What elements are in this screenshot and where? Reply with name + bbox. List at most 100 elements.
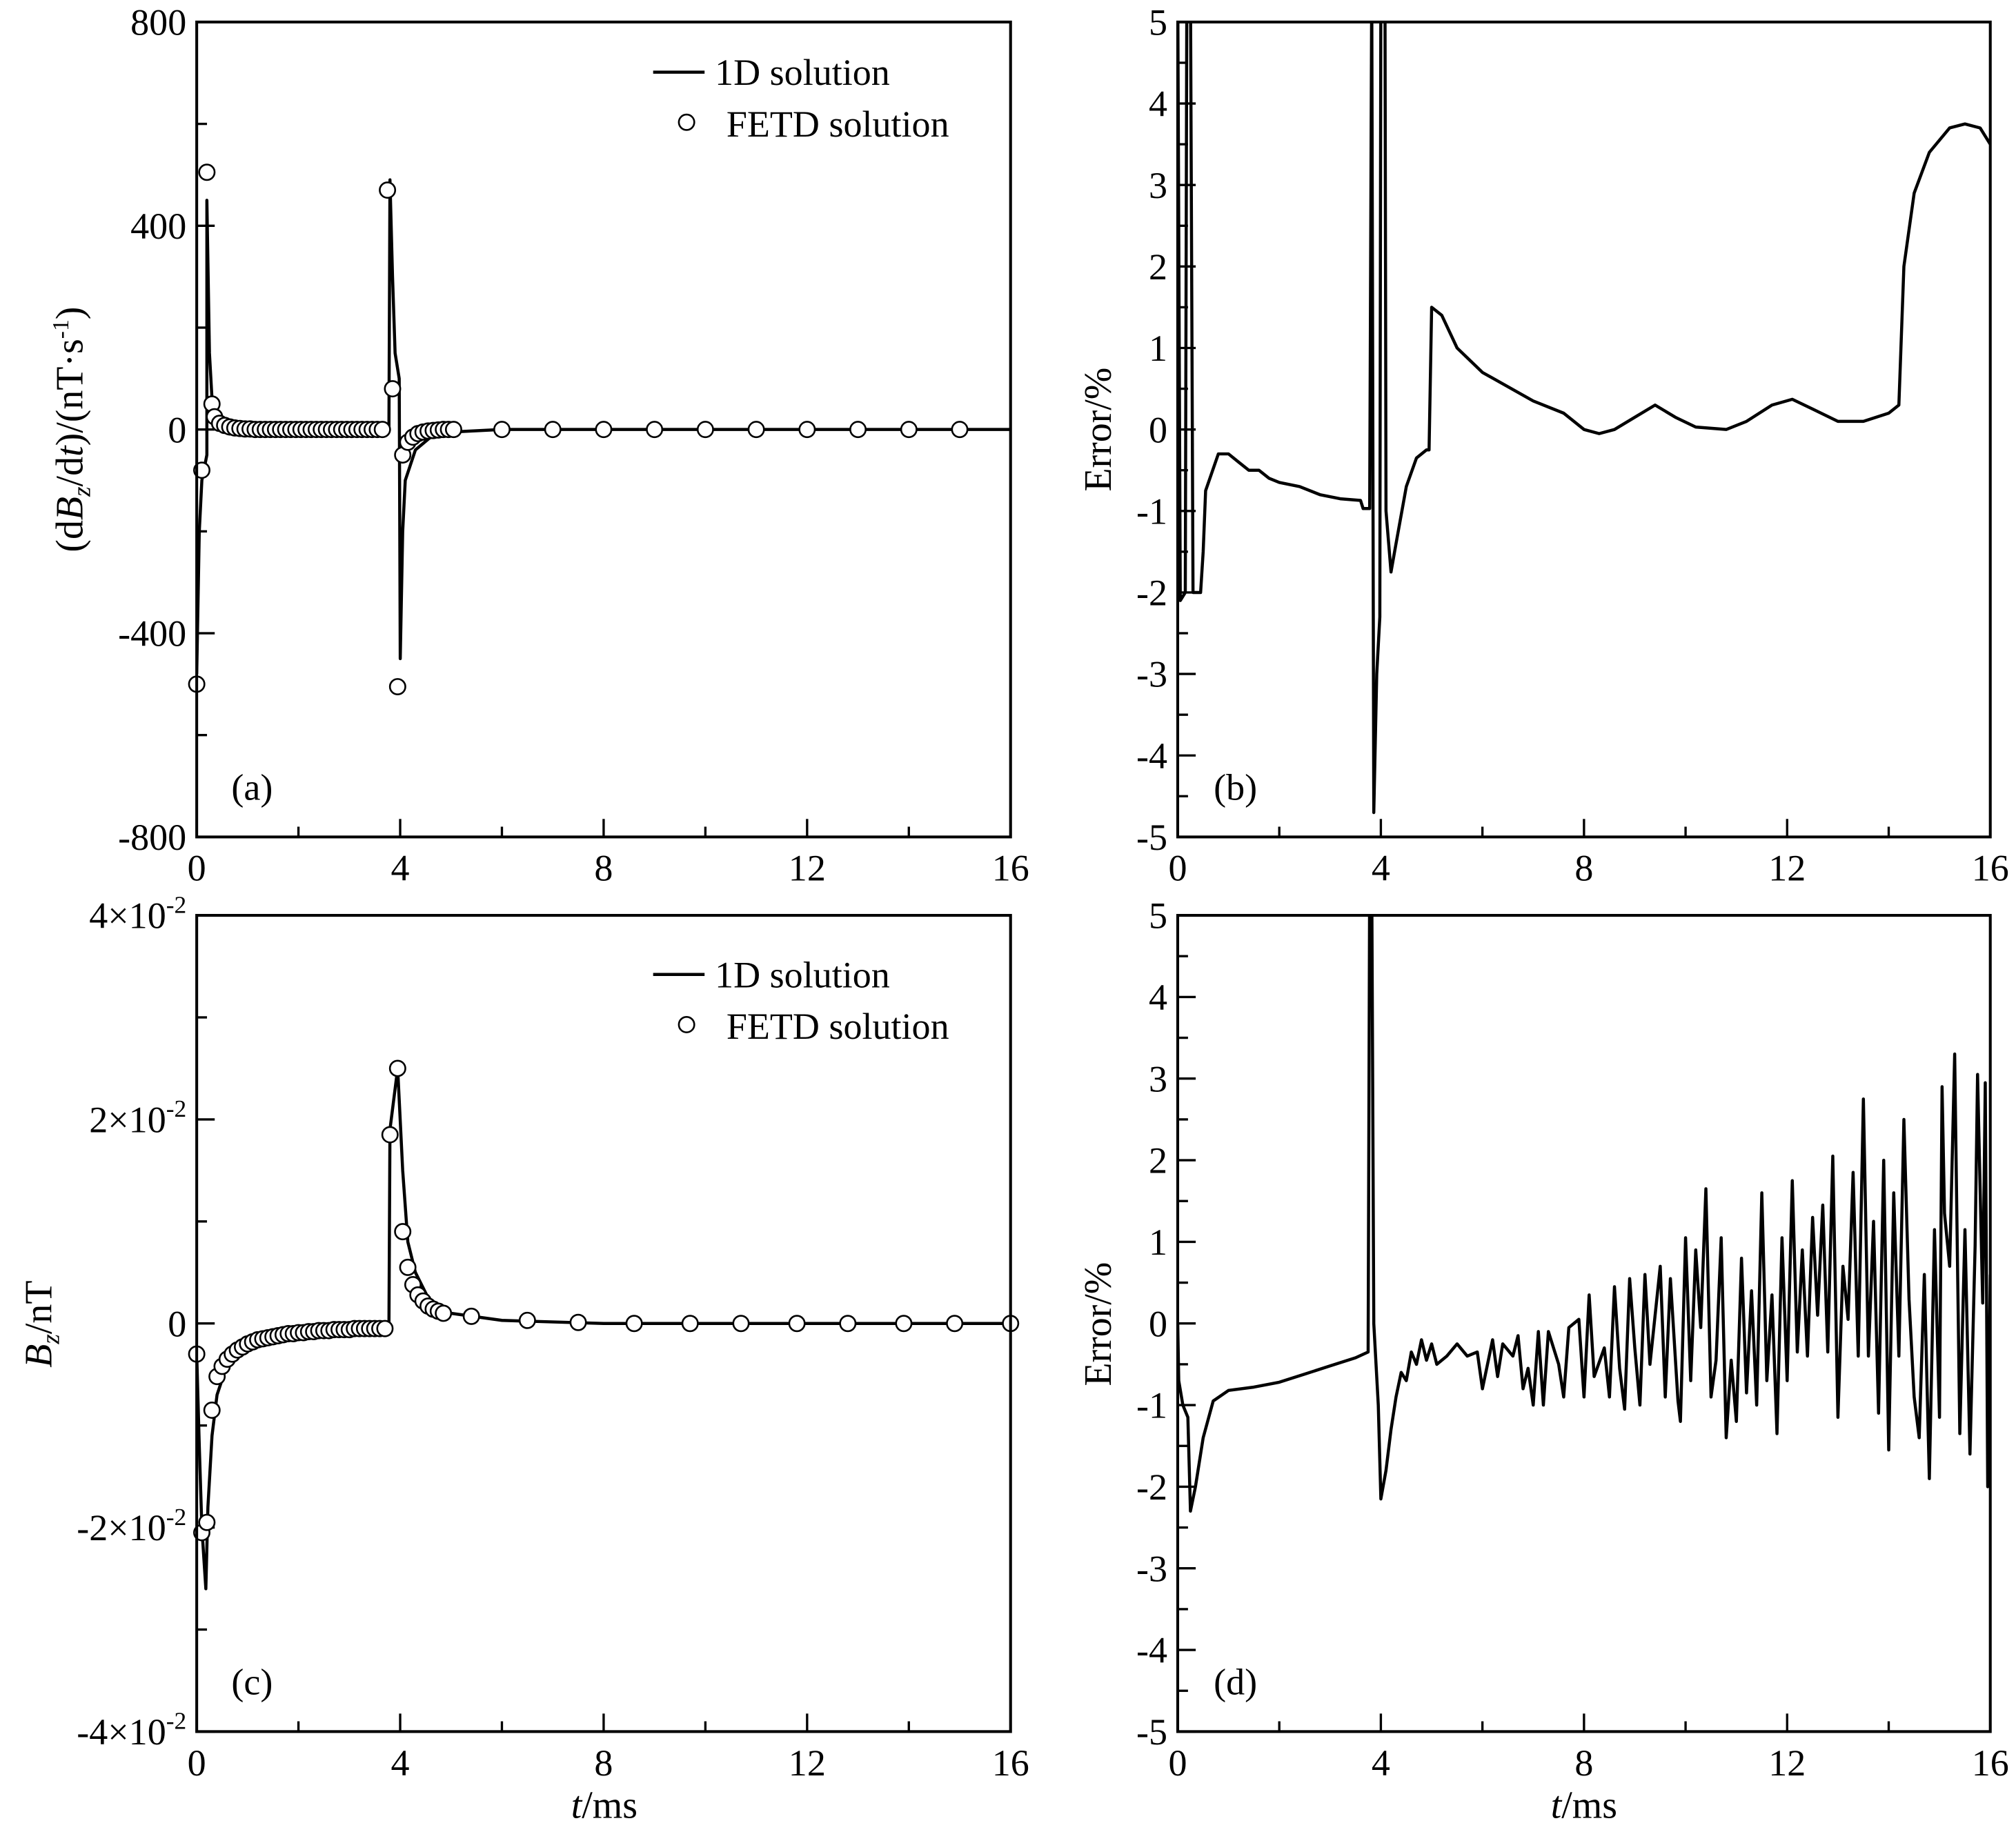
x-tick-label: 16 [1972,848,2009,889]
legend-label-fetd: FETD solution [727,103,949,145]
x-tick-label: 8 [594,848,613,889]
y-tick-label: 1 [1149,328,1167,369]
data-point [388,1059,406,1077]
data-point [900,421,918,439]
x-tick-label: 8 [594,1742,613,1784]
data-point [462,1307,480,1325]
data-point [788,1315,806,1333]
y-tick-label: 4×10-2 [89,890,186,936]
x-axis-label-c: t/ms [571,1784,638,1826]
y-tick-label: -3 [1136,654,1167,695]
y-tick-label: -800 [118,817,186,858]
y-tick-label: 0 [168,409,186,450]
x-tick-label: 4 [1372,848,1390,889]
x-axis-label-d: t/ms [1551,1784,1617,1826]
y-tick-label: -1 [1136,1385,1167,1426]
x-tick-label: 16 [992,848,1029,889]
legend-label-fetd: FETD solution [727,1006,949,1047]
x-tick-label: 12 [789,1742,826,1784]
data-point [849,421,867,439]
legend-a: 1D solution FETD solution [653,52,949,145]
legend-marker-fetd [678,1015,695,1033]
x-tick-label: 8 [1574,1742,1593,1784]
plot-frame [1176,20,1992,839]
y-tick-label: -2×10-2 [77,1503,186,1549]
y-tick-label: 2×10-2 [89,1095,186,1140]
y-tick-label: -400 [118,613,186,655]
series-line [197,178,1011,675]
x-tick-label: 12 [789,848,826,889]
plot-frame [195,20,1012,839]
y-tick-label: 3 [1149,165,1167,206]
data-point [839,1315,857,1333]
y-tick-label: -4 [1136,735,1167,777]
y-tick-label: 0 [1149,1303,1167,1344]
panel-c: 0 4 8 12 16 -4×10-2 -2×10-2 0 2×10-2 4×10-2 [77,890,1029,1783]
data-point [373,421,391,439]
y-tick-label: 5 [1149,2,1167,43]
data-point [394,1223,412,1241]
x-tick-label: 12 [1768,1742,1806,1784]
data-point [399,1258,417,1276]
y-axis-label-b: Error/% [1077,368,1120,492]
y-tick-label: 1 [1149,1222,1167,1263]
x-tick-label: 4 [1372,1742,1390,1784]
y-tick-label: 4 [1149,83,1167,125]
panel-label-c: (c) [231,1661,273,1702]
legend-label-1d: 1D solution [715,52,890,93]
legend-marker-fetd [678,113,695,131]
data-point [798,421,816,439]
series-line [1177,21,1990,815]
y-tick-label: -4 [1136,1630,1167,1671]
data-point [379,181,397,199]
panel-a: 0 4 8 12 16 -800 -400 0 400 800 [118,2,1029,889]
y-tick-label: 400 [130,206,186,247]
y-tick-label: 4 [1149,977,1167,1018]
data-point [732,1315,750,1333]
series-line [1177,915,1990,1513]
data-point [381,1126,399,1144]
data-point [444,421,462,439]
x-tick-label: 4 [391,848,410,889]
y-tick-label: 2 [1149,246,1167,288]
data-point [435,1304,453,1322]
data-point [946,1315,964,1333]
data-point [376,1320,394,1337]
data-point [544,421,562,439]
y-tick-label: -1 [1136,490,1167,532]
y-tick-label: -5 [1136,817,1167,858]
panel-label-a: (a) [231,766,273,808]
y-axis-label-a: (dBz/dt)/(nT·s-1) [48,307,97,552]
legend-c: 1D solution FETD solution [653,954,949,1047]
y-tick-label: 3 [1149,1058,1167,1099]
y-tick-label: 800 [130,2,186,43]
x-tick-label: 4 [391,1742,410,1784]
y-tick-label: 0 [168,1303,186,1344]
data-point [493,421,511,439]
data-point [203,1401,221,1419]
x-tick-label: 12 [1768,848,1806,889]
panel-label-d: (d) [1214,1661,1257,1702]
y-tick-label: 0 [1149,409,1167,450]
data-point [895,1315,913,1333]
y-axis-label-c: Bz/nT [18,1281,66,1368]
x-tick-label: 0 [1168,1742,1187,1784]
data-point [595,421,613,439]
data-point [951,421,969,439]
data-point [518,1311,536,1329]
x-tick-label: 8 [1574,848,1593,889]
data-point [384,380,402,398]
y-axis-label-d: Error/% [1077,1262,1120,1386]
x-tick-label: 0 [188,848,206,889]
data-point [646,421,664,439]
data-point [388,678,406,696]
x-tick-label: 16 [1972,1742,2009,1784]
panel-label-b: (b) [1214,766,1257,808]
y-tick-label: 2 [1149,1140,1167,1182]
data-point [747,421,765,439]
y-tick-label: -4×10-2 [77,1707,186,1753]
y-tick-label: -2 [1136,1466,1167,1508]
